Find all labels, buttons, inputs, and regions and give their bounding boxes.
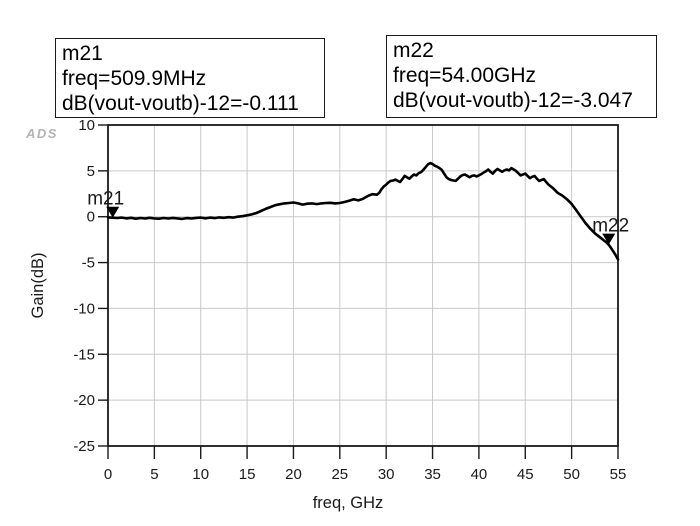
gain-trace <box>106 161 620 261</box>
marker-id-label: m21 <box>62 42 103 65</box>
y-tick-label: -15 <box>73 346 95 363</box>
marker-id-label: m22 <box>393 39 434 62</box>
marker-m21-symbol[interactable] <box>106 206 120 218</box>
y-tick-label: -20 <box>73 392 95 409</box>
marker-freq-label: freq=54.00GHz <box>393 64 537 87</box>
x-tick-label: 10 <box>192 466 209 483</box>
x-tick-label: 50 <box>563 466 580 483</box>
x-tick-label: 55 <box>610 466 627 483</box>
plot-frame <box>107 124 619 447</box>
x-tick-label: 40 <box>471 466 488 483</box>
ads-logo: ADS <box>26 126 58 141</box>
marker-m22-symbol[interactable] <box>602 233 616 245</box>
y-tick-label: 5 <box>87 163 95 180</box>
x-tick-label: 20 <box>285 466 302 483</box>
y-tick-label: -5 <box>82 255 95 272</box>
marker-readout-box-m22[interactable]: m22 freq=54.00GHz dB(vout-voutb)-12=-3.0… <box>386 35 657 118</box>
y-tick-label: 10 <box>78 117 95 134</box>
y-tick-label: 0 <box>87 209 95 226</box>
x-tick-label: 5 <box>150 466 158 483</box>
x-tick-label: 45 <box>517 466 534 483</box>
y-tick-label: -10 <box>73 300 95 317</box>
marker-m22-plot-label: m22 <box>592 216 629 237</box>
y-axis-title: Gain(dB) <box>29 252 47 318</box>
x-tick-label: 25 <box>331 466 348 483</box>
marker-freq-label: freq=509.9MHz <box>62 67 207 90</box>
x-tick-label: 0 <box>104 466 112 483</box>
x-tick-label: 35 <box>424 466 441 483</box>
x-tick-label: 30 <box>378 466 395 483</box>
x-tick-label: 15 <box>239 466 256 483</box>
y-tick-label: -25 <box>73 438 95 455</box>
marker-readout-box-m21[interactable]: m21 freq=509.9MHz dB(vout-voutb)-12=-0.1… <box>55 38 325 118</box>
x-axis-title: freq, GHz <box>313 494 384 512</box>
marker-m21-plot-label: m21 <box>87 189 124 210</box>
marker-value-label: dB(vout-voutb)-12=-3.047 <box>393 89 633 112</box>
marker-value-label: dB(vout-voutb)-12=-0.111 <box>62 92 299 115</box>
